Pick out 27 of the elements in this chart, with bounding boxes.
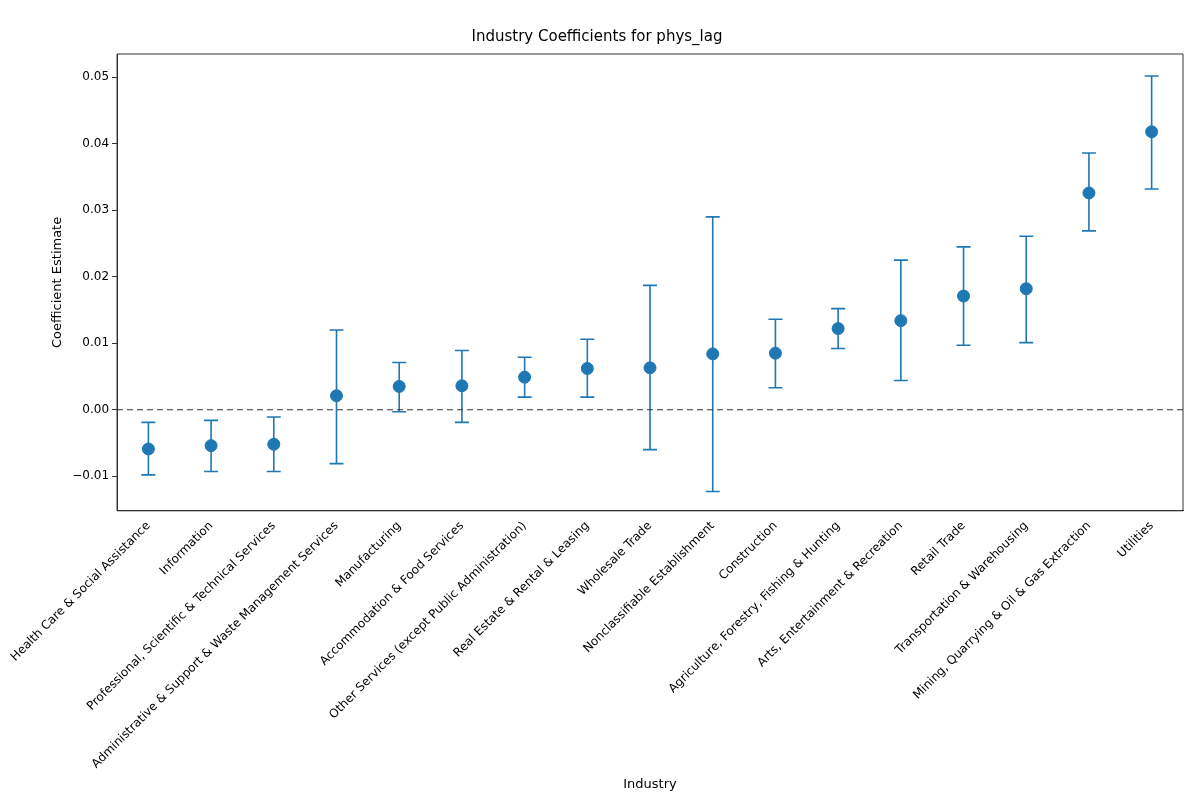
y-tick-label: 0.00 [82,401,110,416]
y-tick-label: 0.05 [82,69,110,84]
y-tick-label: 0.03 [82,202,110,217]
point [957,289,971,303]
point [455,379,469,393]
point [392,379,406,393]
point [1019,282,1033,296]
point [1082,186,1096,200]
y-tick-label: 0.01 [82,335,110,350]
chart-title: Industry Coefficients for phys_lag [471,26,723,46]
point [706,347,720,361]
point [643,361,657,375]
point [831,322,845,336]
point [204,439,218,453]
y-tick-label: −0.01 [72,468,110,483]
y-tick-label: 0.04 [82,135,110,150]
point [141,442,155,456]
point [267,437,281,451]
point [330,389,343,403]
y-tick-label: 0.02 [82,268,110,283]
x-axis-title: Industry [623,775,678,791]
y-axis-title: Coefficient Estimate [48,216,64,349]
point [580,362,594,376]
point [1145,125,1159,139]
point [894,314,908,328]
point [768,346,782,360]
point [518,370,532,384]
